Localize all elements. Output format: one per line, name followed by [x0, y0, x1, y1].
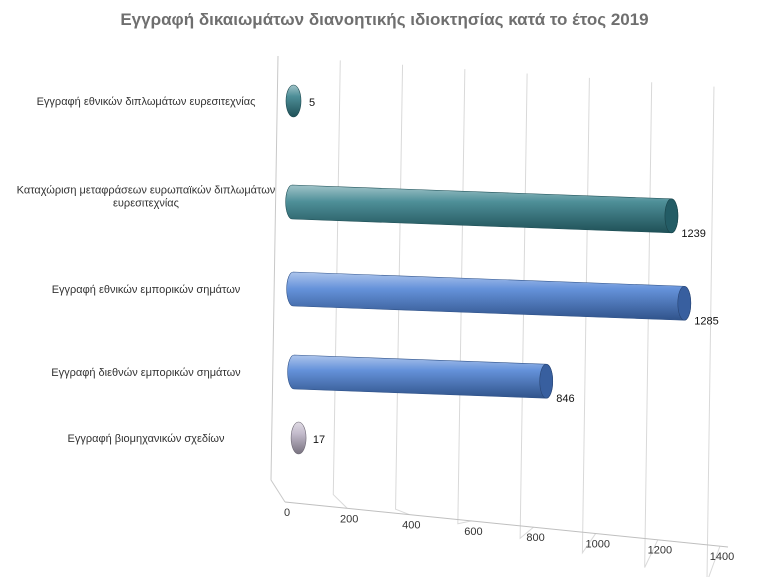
category-label: Εγγραφή διεθνών εμπορικών σημάτων — [51, 367, 241, 379]
bar-cap — [285, 84, 302, 118]
chart-title: Εγγραφή δικαιωμάτων διανοητικής ιδιοκτησ… — [120, 10, 649, 29]
x-tick-label: 600 — [464, 526, 482, 538]
x-axis-line — [284, 501, 729, 548]
plot-wall — [270, 55, 286, 503]
bar-body — [286, 271, 692, 321]
category-label: Εγγραφή εθνικών εμπορικών σημάτων — [52, 284, 241, 296]
bar — [286, 271, 692, 321]
x-tick-label: 800 — [526, 532, 544, 544]
category-label: Εγγραφή βιομηχανικών σχεδίων — [67, 433, 225, 445]
x-tick-label: 200 — [340, 513, 358, 525]
gridline — [581, 77, 597, 555]
x-tick-label: 1200 — [648, 545, 672, 557]
value-label: 846 — [556, 393, 574, 405]
value-label: 1239 — [681, 228, 705, 240]
bar-cap — [290, 421, 307, 455]
value-label: 1285 — [694, 315, 718, 327]
bar-body — [285, 184, 679, 234]
bar — [290, 421, 307, 455]
value-label: 17 — [313, 434, 325, 446]
bar-cap — [539, 363, 554, 399]
value-label: 5 — [309, 97, 315, 109]
bar — [287, 354, 554, 399]
category-label: Εγγραφή εθνικών διπλωμάτων ευρεσιτεχνίας — [37, 96, 256, 108]
bar-body — [287, 354, 554, 399]
gridline — [644, 82, 659, 568]
gridline — [519, 73, 534, 540]
category-label: Καταχώριση μεταφράσεων ευρωπαϊκών διπλωμ… — [17, 185, 276, 197]
bar — [285, 184, 679, 234]
x-tick-label: 0 — [284, 507, 290, 519]
bar — [285, 84, 302, 118]
x-tick-label: 400 — [402, 520, 420, 532]
category-label: ευρεσιτεχνίας — [113, 198, 179, 210]
x-tick-label: 1400 — [710, 551, 734, 563]
bar-cap — [664, 198, 679, 234]
gridline — [706, 86, 721, 577]
bar-cap — [677, 285, 692, 321]
x-tick-label: 1000 — [585, 538, 609, 550]
